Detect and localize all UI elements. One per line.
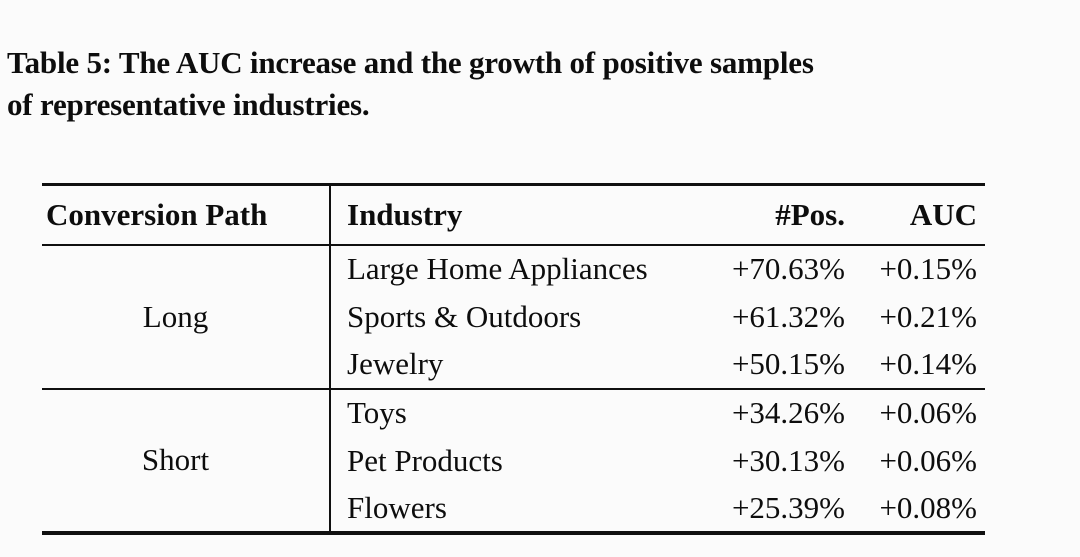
industry-cell: Large Home Appliances — [329, 244, 720, 293]
table-caption: Table 5: The AUC increase and the growth… — [7, 42, 814, 126]
table-row: Pet Products +30.13% +0.06% — [42, 436, 985, 485]
pos-cell: +34.26% — [731, 395, 845, 430]
table-header: Conversion Path Industry #Pos. AUC — [42, 184, 985, 245]
group-short: Short Toys +34.26% +0.06% Pet Products +… — [42, 388, 985, 533]
auc-cell: +0.06% — [879, 442, 977, 478]
table-row: Long Large Home Appliances +70.63% +0.15… — [42, 244, 985, 334]
table-row: Short Toys +34.26% +0.06% — [42, 388, 985, 477]
table-row: Sports & Outdoors +61.32% +0.21% — [42, 292, 985, 341]
pos-cell: +25.39% — [731, 489, 845, 525]
industry-cell: Jewelry — [329, 340, 720, 389]
industries-auc-table: Conversion Path Industry #Pos. AUC Long … — [42, 183, 985, 535]
header-row: Conversion Path Industry #Pos. AUC — [42, 184, 985, 245]
group-label-long: Long — [142, 298, 209, 334]
pos-cell: +30.13% — [731, 442, 845, 478]
auc-cell: +0.08% — [879, 489, 977, 525]
auc-cell: +0.14% — [879, 346, 977, 381]
industry-cell: Flowers — [329, 484, 720, 533]
auc-cell: +0.15% — [879, 251, 977, 286]
pos-cell: +50.15% — [731, 346, 845, 381]
pos-cell: +61.32% — [731, 298, 845, 334]
group-label-short: Short — [141, 442, 210, 477]
industry-cell: Sports & Outdoors — [329, 292, 720, 341]
industry-cell: Pet Products — [329, 436, 720, 485]
header-auc: AUC — [909, 196, 977, 232]
group-long: Long Large Home Appliances +70.63% +0.15… — [42, 244, 985, 389]
auc-cell: +0.06% — [879, 395, 977, 430]
table-row: Jewelry +50.15% +0.14% — [42, 340, 985, 389]
auc-cell: +0.21% — [879, 298, 977, 334]
industry-cell: Toys — [329, 388, 720, 437]
header-industry: Industry — [329, 184, 720, 245]
header-conversion-path: Conversion Path — [46, 196, 268, 232]
pos-cell: +70.63% — [731, 251, 845, 286]
caption-line-2: of representative industries. — [7, 87, 370, 122]
caption-line-1: Table 5: The AUC increase and the growth… — [7, 45, 814, 80]
header-pos: #Pos. — [775, 196, 845, 232]
table-row: Flowers +25.39% +0.08% — [42, 484, 985, 533]
